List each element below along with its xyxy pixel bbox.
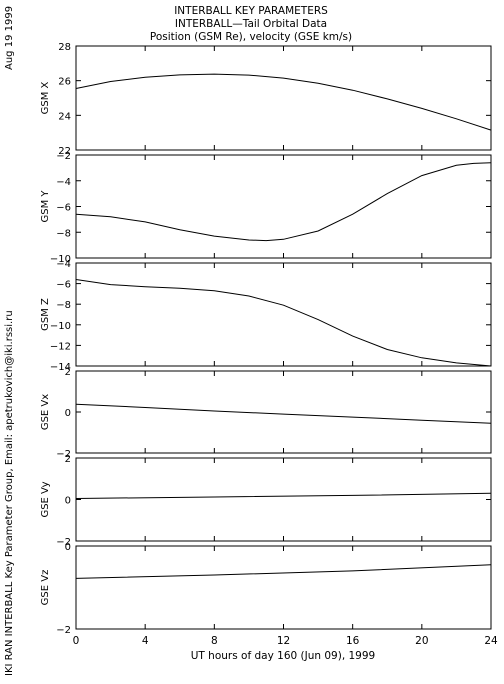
panel-5-ytick-label: 0 [65,496,71,507]
x-tick-label: 16 [346,635,360,647]
panel-4-ylabel: GSE Vx [40,394,51,430]
panel-1-ytick-label: 22 [58,146,71,157]
panel-5-ytick-label: −2 [56,537,71,548]
panel-1-ytick-label: 24 [58,111,71,122]
panel-6-frame [75,545,492,630]
date-stamp: Aug 19 1999 [4,6,15,70]
panel-3-ytick-label: −10 [50,321,71,332]
panel-6-ytick-label: −2 [56,625,71,636]
x-tick-label: 20 [415,635,428,647]
panel-3-ylabel: GSM Z [40,298,51,331]
panel-2-series-line [75,162,492,242]
panel-2-ytick-label: −10 [50,254,71,265]
x-tick-label: 24 [484,635,498,647]
panel-5-ylabel: GSE Vy [40,481,51,517]
panel-3-ytick-label: −12 [50,341,71,352]
panel-3-ytick-label: −8 [56,300,71,311]
panel-1-frame [75,45,492,151]
figure-title: INTERBALL KEY PARAMETERS [174,5,328,17]
panel-2-ytick-label: −4 [56,177,71,188]
panel-2-ytick-label: −8 [56,228,71,239]
panel-3-ytick-label: −6 [56,280,71,291]
panel-1-ytick-label: 28 [58,42,71,53]
panel-4-ytick-label: −2 [56,449,71,460]
panel-4-series-line [75,403,492,424]
x-tick-label: 0 [73,635,80,647]
panel-5-ytick-label: 2 [65,454,71,465]
panel-2-ytick-label: −6 [56,203,71,214]
panel-1-series-line [75,73,492,131]
credit-line: IKI RAN INTERBALL Key Parameter Group, E… [4,310,15,676]
panel-3-series-line [75,279,492,367]
panel-5-frame [75,457,492,542]
panel-5-series-line [75,492,492,499]
panel-3-ytick-label: −14 [50,362,71,373]
panel-1-ytick-label: 26 [58,77,71,88]
x-tick-label: 4 [142,635,149,647]
panel-2-ylabel: GSM Y [40,190,51,223]
x-axis-label: UT hours of day 160 (Jun 09), 1999 [191,650,375,662]
panel-2-frame [75,154,492,259]
panel-2-ytick-label: −2 [56,151,71,162]
panel-4-ytick-label: 2 [65,367,71,378]
panel-4-ytick-label: 0 [65,408,71,419]
panel-4-frame [75,370,492,454]
panel-1-ylabel: GSM X [40,81,51,114]
figure-subtitle-1: INTERBALL—Tail Orbital Data [175,18,327,30]
x-tick-label: 12 [277,635,290,647]
panel-6-ylabel: GSE Vz [40,570,51,606]
panel-6-ytick-label: 0 [65,542,71,553]
panel-3-frame [75,262,492,367]
panel-6-series-line [75,564,492,579]
figure-subtitle-2: Position (GSM Re), velocity (GSE km/s) [150,31,352,43]
x-tick-label: 8 [211,635,218,647]
panel-3-ytick-label: −4 [56,259,71,270]
